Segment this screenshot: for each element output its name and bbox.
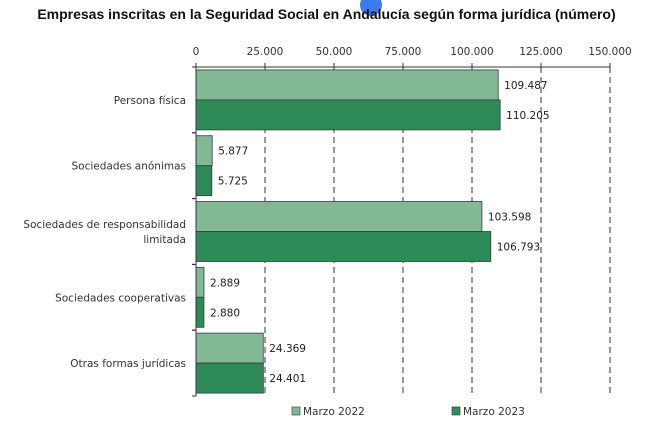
legend-swatch	[451, 406, 461, 416]
category-label-line: Sociedades de responsabilidad	[23, 219, 186, 231]
category-label-line: Sociedades cooperativas	[55, 292, 186, 304]
category-label-line: Otras formas jurídicas	[70, 358, 186, 370]
bar-marzo-2023	[195, 99, 501, 131]
data-label: 24.369	[269, 343, 306, 355]
category-label: Sociedades anónimas	[72, 161, 187, 173]
legend-swatch	[291, 406, 301, 416]
category-label-line: Persona física	[114, 95, 186, 107]
x-tick-label: 150.000	[588, 46, 631, 58]
bar-marzo-2023	[195, 296, 205, 328]
bar-marzo-2023	[195, 362, 264, 394]
bar-marzo-2022	[195, 332, 264, 364]
bar-marzo-2023	[195, 165, 213, 197]
cursor-indicator-icon	[360, 0, 382, 16]
legend-label: Marzo 2023	[463, 406, 525, 418]
data-label: 109.487	[504, 80, 547, 92]
category-label: Otras formas jurídicas	[70, 358, 186, 370]
data-label: 2.880	[210, 307, 240, 319]
data-label: 106.793	[497, 242, 540, 254]
data-label: 24.401	[269, 373, 306, 385]
bar-marzo-2023	[195, 231, 492, 262]
x-tick-label: 25.000	[247, 46, 284, 58]
data-label: 5.877	[218, 146, 248, 158]
category-label-line: Sociedades anónimas	[72, 161, 187, 173]
x-tick-label: 125.000	[519, 46, 562, 58]
bar-marzo-2022	[195, 201, 483, 232]
category-label: Persona física	[114, 95, 186, 107]
bar-marzo-2022	[195, 266, 205, 298]
x-tick-label: 100.000	[450, 46, 493, 58]
x-tick-label: 50.000	[316, 46, 353, 58]
bar-marzo-2022	[195, 69, 499, 101]
data-label: 2.889	[210, 277, 240, 289]
x-tick-label: 0	[193, 46, 200, 58]
data-label: 110.205	[506, 110, 549, 122]
bar-marzo-2022	[195, 135, 213, 167]
data-label: 5.725	[218, 176, 248, 188]
category-label: Sociedades cooperativas	[55, 292, 186, 304]
data-label: 103.598	[488, 212, 531, 224]
chart-title: Empresas inscritas en la Seguridad Socia…	[37, 6, 616, 22]
category-label: Sociedades de responsabilidad limitada	[23, 219, 186, 246]
legend-label: Marzo 2022	[303, 406, 365, 418]
category-label-line: limitada	[143, 234, 186, 246]
x-tick-label: 75.000	[385, 46, 422, 58]
